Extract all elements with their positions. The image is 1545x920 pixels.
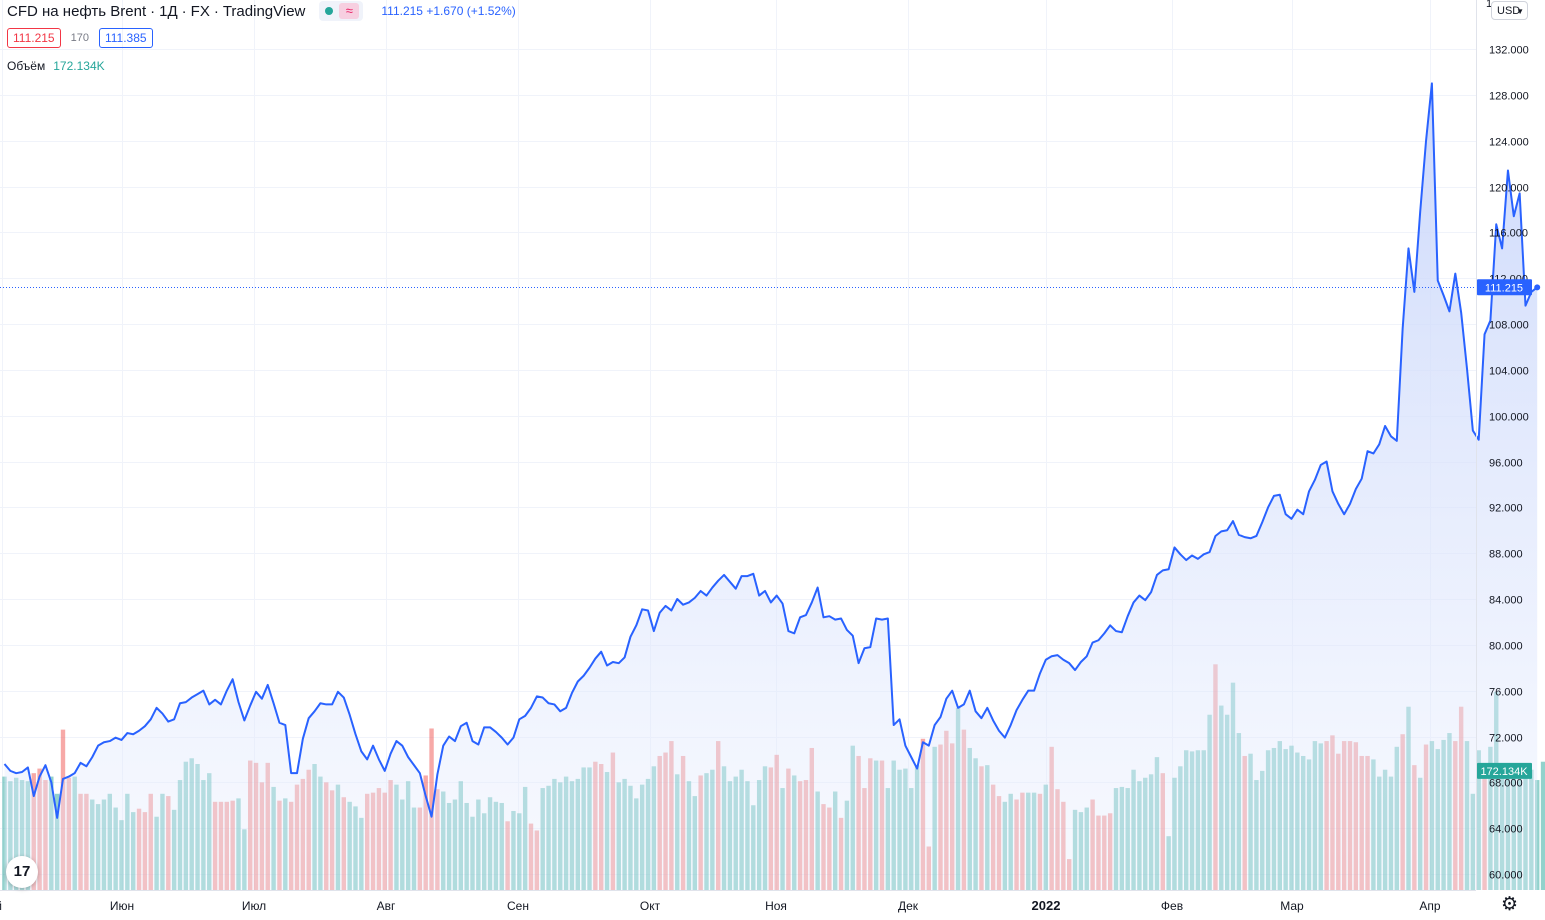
y-tick-label: 64.000 [1489,824,1523,836]
gear-icon[interactable]: ⚙ [1501,894,1519,915]
last-price-info: 111.215 +1.670 (+1.52%) [381,4,515,18]
x-tick-label: Июн [110,899,134,913]
x-tick-label: 2022 [1032,898,1061,913]
y-tick-label: 84.000 [1489,595,1523,607]
source-label: TradingView [222,2,306,20]
exchange-label: FX [190,2,210,20]
x-tick-label: Фев [1161,899,1183,913]
volume-label: Объём [7,59,46,73]
last-price-dot [1534,284,1541,291]
volume-axis-label: 172.134K [1480,766,1528,778]
symbol-name[interactable]: CFD на нефть Brent [7,2,147,20]
interval-label[interactable]: 1Д [159,2,178,20]
y-tick-label: 124.000 [1489,137,1529,149]
volume-axis-label-bg [1477,762,1532,779]
y-tick-label: 76.000 [1489,687,1523,699]
price-area [4,83,1538,890]
y-tick-label: 120.000 [1489,183,1529,195]
y-tick-label: 68.000 [1489,778,1523,790]
tradingview-logo-icon[interactable]: 17 [6,856,38,888]
price-change: +1.670 [426,4,464,18]
last-price-axis-label-bg [1477,279,1532,296]
time-axis: й Июн Июл Авг Сен Окт Ноя Дек 2022 Фев Мар Апр [0,898,1441,913]
top-tick-fragment: 1 [1486,0,1493,10]
price-change-percent: (+1.52%) [466,4,516,18]
y-tick-label: 104.000 [1489,366,1529,378]
x-tick-label: Дек [898,899,919,913]
currency-select[interactable]: USD ▼ [1491,1,1528,20]
x-tick-label: Апр [1419,899,1441,913]
y-tick-label: 108.000 [1489,320,1529,332]
x-tick-label: Ноя [765,899,787,913]
symbol-legend: CFD на нефть Brent · 1Д · FX · TradingVi… [7,1,516,21]
x-tick-label: Июл [242,899,266,913]
y-tick-label: 116.000 [1489,228,1528,240]
sell-price-button[interactable]: 111.215 [7,28,61,48]
y-tick-label: 100.000 [1489,412,1529,424]
y-tick-label: 92.000 [1489,503,1523,515]
currency-value: USD [1497,5,1521,17]
approx-data-icon[interactable]: ≈ [339,3,360,19]
y-tick-label: 132.000 [1489,45,1529,57]
axis-value-labels: 111.215 172.134K [1477,279,1532,779]
last-price: 111.215 [381,4,423,18]
price-line [3,82,1538,819]
x-tick-label: Авг [377,899,396,913]
volume-bar [1540,761,1545,890]
y-tick-label: 128.000 [1489,91,1529,103]
market-status-pill[interactable]: ≈ [319,1,364,21]
x-tick-label: Мар [1280,899,1304,913]
x-tick-label: й [0,899,2,913]
y-tick-label: 60.000 [1489,870,1523,882]
market-open-icon [325,7,334,15]
spread-value: 170 [70,32,89,44]
y-tick-label: 72.000 [1489,733,1523,745]
buy-price-button[interactable]: 111.385 [98,28,153,48]
volume-value: 172.134K [53,59,105,73]
y-tick-label: 96.000 [1489,458,1523,470]
volume-legend[interactable]: Объём 172.134K [7,59,105,73]
bid-ask-row: 111.215 170 111.385 [7,27,153,49]
x-tick-label: Окт [640,899,661,913]
y-tick-label: 80.000 [1489,641,1523,653]
last-price-axis-label: 111.215 [1485,282,1523,294]
x-tick-label: Сен [507,899,529,913]
chevron-down-icon: ▼ [1516,7,1524,16]
volume-bar [429,728,434,890]
y-tick-label: 88.000 [1489,549,1523,561]
